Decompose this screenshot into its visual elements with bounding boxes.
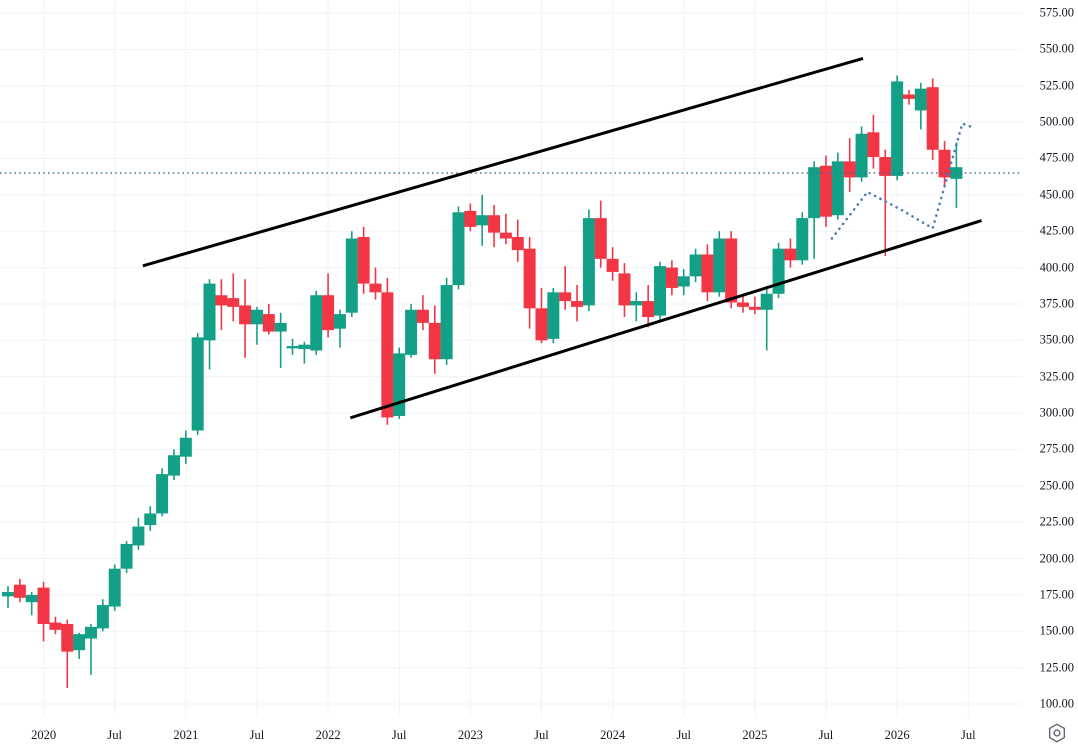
chart-plot-area[interactable]: [0, 0, 1022, 716]
price-axis-label: 175.00: [1039, 587, 1074, 602]
time-axis-label: 2022: [315, 728, 341, 742]
time-axis-label: 2025: [742, 728, 768, 742]
price-axis-label: 250.00: [1039, 478, 1074, 493]
time-axis-label: Jul: [960, 728, 976, 742]
price-axis-label: 100.00: [1039, 696, 1074, 711]
time-axis-label: Jul: [676, 728, 692, 742]
price-axis-label: 350.00: [1039, 332, 1074, 347]
time-axis-label: 2023: [457, 728, 483, 742]
time-axis-label: 2024: [600, 728, 626, 742]
price-axis-label: 150.00: [1039, 623, 1074, 638]
price-axis-label: 300.00: [1039, 405, 1074, 420]
price-axis-label: 550.00: [1039, 41, 1074, 56]
time-axis-label: 2026: [884, 728, 910, 742]
price-axis-label: 500.00: [1039, 114, 1074, 129]
price-axis-label: 125.00: [1039, 660, 1074, 675]
price-axis-label: 275.00: [1039, 441, 1074, 456]
price-axis-label: 575.00: [1039, 5, 1074, 20]
price-axis-label: 225.00: [1039, 514, 1074, 529]
time-axis-label: 2020: [31, 728, 57, 742]
price-axis-label: 425.00: [1039, 223, 1074, 238]
time-axis-label: Jul: [107, 728, 122, 742]
price-axis-label: 375.00: [1039, 296, 1074, 311]
time-axis-label: Jul: [534, 728, 549, 742]
time-axis-label: 2021: [173, 728, 199, 742]
time-axis[interactable]: 2020 Jul 2021 Jul 2022 Jul 2023 Jul 2024 Jul 2025 J…: [0, 716, 1078, 752]
price-axis-label: 475.00: [1039, 150, 1074, 165]
price-axis-label: 400.00: [1039, 260, 1074, 275]
price-axis-label: 525.00: [1039, 78, 1074, 93]
candlestick-chart-svg[interactable]: [0, 0, 1022, 716]
price-axis-label: 450.00: [1039, 187, 1074, 202]
time-axis-label: Jul: [249, 728, 265, 742]
price-axis-label: 200.00: [1039, 551, 1074, 566]
settings-hex-icon[interactable]: [1046, 722, 1068, 744]
price-axis[interactable]: 100.00 125.00 150.00 175.00 200.00 225.00 250.…: [1022, 0, 1078, 716]
time-axis-label: Jul: [391, 728, 407, 742]
price-axis-label: 325.00: [1039, 369, 1074, 384]
time-axis-label: Jul: [818, 728, 834, 742]
